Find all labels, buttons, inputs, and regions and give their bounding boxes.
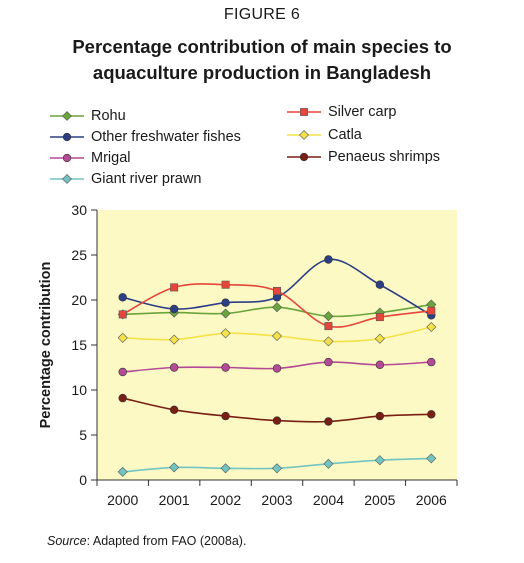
x-tick-label-2004: 2004 bbox=[313, 492, 344, 508]
point-giant-river-prawn-2003 bbox=[271, 463, 283, 474]
legend-label-giant-river-prawn: Giant river prawn bbox=[91, 171, 202, 187]
point-mrigal-2000 bbox=[118, 367, 127, 377]
x-tick-label-2001: 2001 bbox=[159, 492, 190, 508]
legend-symbol-giant-river-prawn bbox=[62, 174, 72, 184]
legend-symbol-penaeus-shrimps bbox=[299, 152, 309, 162]
point-silver-carp-2001 bbox=[170, 283, 179, 292]
y-axis-label: Percentage contribution bbox=[38, 262, 54, 429]
legend: Rohu Other freshwater fishes Mrigal Gian… bbox=[0, 100, 524, 192]
legend-label-penaeus-shrimps: Penaeus shrimps bbox=[328, 149, 441, 165]
point-silver-carp-2004 bbox=[324, 322, 333, 331]
y-tick-label-5: 5 bbox=[79, 427, 87, 443]
legend-label-catla: Catla bbox=[328, 127, 362, 143]
legend-marker-catla bbox=[287, 130, 321, 140]
y-tick-label-10: 10 bbox=[71, 382, 87, 398]
series-catla bbox=[117, 321, 437, 347]
legend-marker-other-freshwater-fishes bbox=[50, 132, 84, 142]
point-mrigal-2002 bbox=[221, 363, 230, 372]
legend-label-rohu: Rohu bbox=[91, 108, 126, 124]
legend-item-other-freshwater-fishes: Other freshwater fishes bbox=[49, 127, 241, 147]
x-tick-label-2000: 2000 bbox=[107, 492, 138, 508]
legend-symbol-silver-carp bbox=[300, 108, 308, 116]
source-text: : Adapted from FAO (2008a). bbox=[86, 534, 247, 548]
point-mrigal-2006 bbox=[427, 357, 436, 367]
legend-symbol-catla bbox=[299, 130, 309, 140]
point-silver-carp-2000 bbox=[118, 310, 127, 319]
point-catla-2002 bbox=[220, 328, 231, 339]
point-catla-2003 bbox=[271, 330, 283, 342]
point-mrigal-2003 bbox=[272, 364, 282, 373]
legend-marker-penaeus-shrimps bbox=[287, 152, 321, 162]
point-penaeus-shrimps-2000 bbox=[118, 393, 127, 403]
point-other-freshwater-fishes-2004 bbox=[324, 255, 333, 264]
y-tick-label-20: 20 bbox=[71, 292, 87, 308]
point-penaeus-shrimps-2003 bbox=[272, 416, 282, 425]
series-giant-river-prawn bbox=[117, 453, 437, 477]
point-penaeus-shrimps-2001 bbox=[169, 405, 179, 415]
point-penaeus-shrimps-2004 bbox=[324, 417, 333, 426]
y-tick-label-25: 25 bbox=[71, 247, 87, 263]
point-silver-carp-2002 bbox=[221, 280, 230, 289]
source-note: Source: Adapted from FAO (2008a). bbox=[47, 534, 246, 548]
legend-symbol-mrigal bbox=[62, 153, 72, 163]
point-rohu-2003 bbox=[271, 302, 283, 313]
point-giant-river-prawn-2005 bbox=[374, 455, 385, 466]
point-catla-2005 bbox=[374, 333, 385, 344]
chart-title: Percentage contribution of main species … bbox=[72, 36, 452, 83]
point-catla-2001 bbox=[169, 334, 180, 345]
point-silver-carp-2005 bbox=[375, 313, 384, 322]
legend-item-penaeus-shrimps: Penaeus shrimps bbox=[286, 147, 440, 167]
source-prefix: Source bbox=[47, 534, 87, 548]
point-mrigal-2005 bbox=[375, 360, 385, 370]
point-mrigal-2004 bbox=[324, 357, 333, 367]
legend-marker-silver-carp bbox=[287, 108, 321, 116]
legend-item-silver-carp: Silver carp bbox=[286, 102, 397, 122]
plot-area bbox=[97, 210, 457, 480]
point-mrigal-2001 bbox=[169, 363, 179, 372]
point-rohu-2002 bbox=[220, 308, 231, 319]
x-tick-label-2005: 2005 bbox=[364, 492, 395, 508]
series-mrigal bbox=[118, 357, 436, 377]
point-other-freshwater-fishes-2001 bbox=[169, 304, 179, 314]
legend-item-rohu: Rohu bbox=[49, 106, 126, 126]
legend-symbol-rohu bbox=[62, 111, 72, 121]
point-catla-2000 bbox=[117, 332, 128, 343]
y-tick-label-15: 15 bbox=[71, 337, 87, 353]
point-silver-carp-2003 bbox=[273, 287, 281, 295]
legend-label-mrigal: Mrigal bbox=[91, 150, 131, 166]
point-penaeus-shrimps-2006 bbox=[427, 410, 436, 419]
legend-symbol-other-freshwater-fishes bbox=[62, 132, 72, 142]
line-chart: 0 5 10 15 20 25 30 2000 2001 2002 2003 2004 2005 2006… bbox=[38, 202, 458, 508]
point-penaeus-shrimps-2005 bbox=[375, 411, 385, 421]
legend-label-other-freshwater-fishes: Other freshwater fishes bbox=[91, 129, 241, 145]
point-giant-river-prawn-2001 bbox=[169, 462, 180, 473]
point-silver-carp-2006 bbox=[427, 306, 436, 315]
y-tick-label-0: 0 bbox=[79, 472, 87, 488]
x-tick-label-2003: 2003 bbox=[261, 492, 292, 508]
legend-label-silver-carp: Silver carp bbox=[328, 104, 397, 120]
legend-marker-giant-river-prawn bbox=[50, 174, 84, 184]
series-penaeus-shrimps bbox=[118, 393, 436, 426]
point-other-freshwater-fishes-2005 bbox=[375, 280, 385, 289]
series-silver-carp bbox=[118, 280, 436, 331]
y-tick-label-30: 30 bbox=[71, 202, 87, 218]
point-penaeus-shrimps-2002 bbox=[221, 411, 230, 421]
x-tick-label-2006: 2006 bbox=[416, 492, 447, 508]
point-catla-2006 bbox=[426, 321, 437, 333]
legend-marker-mrigal bbox=[50, 153, 84, 163]
legend-item-catla: Catla bbox=[286, 125, 362, 145]
point-giant-river-prawn-2000 bbox=[117, 466, 128, 477]
point-rohu-2004 bbox=[323, 311, 334, 322]
legend-marker-rohu bbox=[50, 111, 84, 121]
x-tick-label-2002: 2002 bbox=[210, 492, 241, 508]
legend-item-giant-river-prawn: Giant river prawn bbox=[49, 169, 201, 189]
point-catla-2004 bbox=[323, 336, 334, 347]
legend-item-mrigal: Mrigal bbox=[49, 148, 130, 168]
figure-label: FIGURE 6 bbox=[223, 6, 301, 23]
point-giant-river-prawn-2002 bbox=[220, 463, 231, 474]
point-other-freshwater-fishes-2002 bbox=[221, 298, 230, 307]
point-giant-river-prawn-2006 bbox=[426, 453, 437, 464]
point-other-freshwater-fishes-2000 bbox=[118, 293, 127, 302]
point-giant-river-prawn-2004 bbox=[323, 458, 334, 469]
